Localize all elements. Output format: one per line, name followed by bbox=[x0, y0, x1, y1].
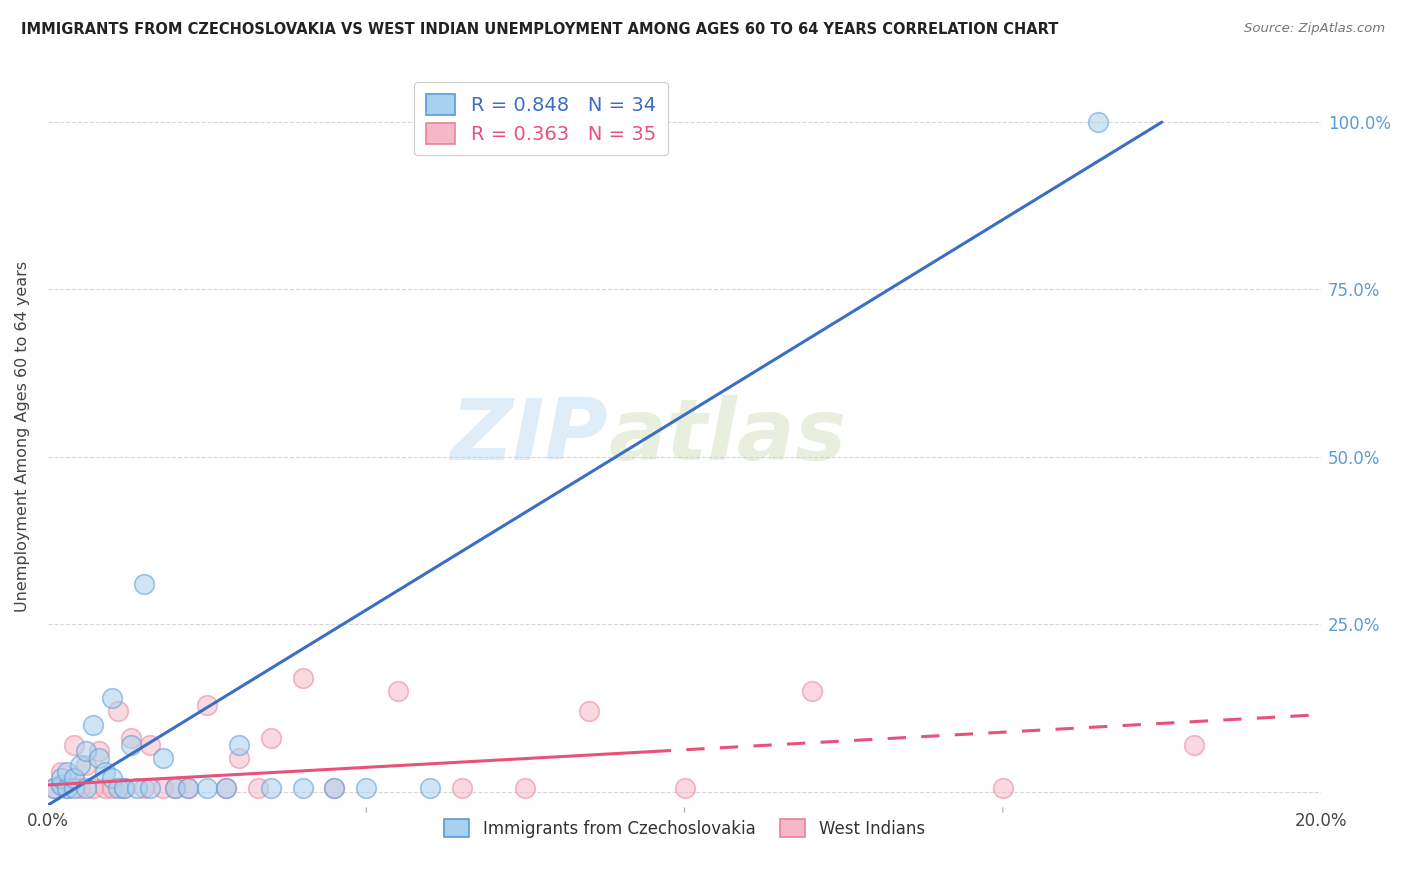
Point bbox=[87, 744, 110, 758]
Point bbox=[49, 764, 72, 779]
Point bbox=[291, 671, 314, 685]
Point bbox=[139, 738, 162, 752]
Text: Source: ZipAtlas.com: Source: ZipAtlas.com bbox=[1244, 22, 1385, 36]
Point bbox=[800, 684, 823, 698]
Point bbox=[177, 781, 200, 796]
Point bbox=[1087, 115, 1109, 129]
Text: ZIP: ZIP bbox=[450, 395, 609, 478]
Point bbox=[94, 764, 117, 779]
Point bbox=[450, 781, 472, 796]
Point bbox=[56, 781, 79, 796]
Point bbox=[132, 577, 155, 591]
Point bbox=[69, 757, 91, 772]
Point bbox=[228, 738, 250, 752]
Point bbox=[152, 751, 174, 765]
Point bbox=[62, 738, 84, 752]
Point bbox=[56, 764, 79, 779]
Legend: Immigrants from Czechoslovakia, West Indians: Immigrants from Czechoslovakia, West Ind… bbox=[437, 813, 932, 845]
Point bbox=[69, 781, 91, 796]
Point bbox=[44, 781, 66, 796]
Point bbox=[247, 781, 270, 796]
Point bbox=[100, 690, 122, 705]
Text: atlas: atlas bbox=[609, 395, 846, 478]
Point bbox=[215, 781, 238, 796]
Point bbox=[120, 738, 142, 752]
Point bbox=[641, 115, 664, 129]
Point bbox=[578, 704, 600, 718]
Point bbox=[673, 781, 696, 796]
Point bbox=[94, 781, 117, 796]
Point bbox=[100, 771, 122, 785]
Point bbox=[120, 731, 142, 745]
Point bbox=[291, 781, 314, 796]
Point bbox=[356, 781, 378, 796]
Point bbox=[165, 781, 187, 796]
Point bbox=[114, 781, 136, 796]
Point bbox=[49, 778, 72, 792]
Point bbox=[260, 781, 283, 796]
Point bbox=[323, 781, 346, 796]
Point bbox=[177, 781, 200, 796]
Point bbox=[165, 781, 187, 796]
Point bbox=[44, 781, 66, 796]
Point bbox=[62, 771, 84, 785]
Point bbox=[127, 781, 149, 796]
Point bbox=[195, 698, 218, 712]
Point bbox=[195, 781, 218, 796]
Point bbox=[49, 771, 72, 785]
Point bbox=[139, 781, 162, 796]
Y-axis label: Unemployment Among Ages 60 to 64 years: Unemployment Among Ages 60 to 64 years bbox=[15, 261, 30, 612]
Point bbox=[387, 684, 409, 698]
Point bbox=[107, 781, 129, 796]
Point bbox=[75, 757, 97, 772]
Point bbox=[62, 781, 84, 796]
Point bbox=[107, 704, 129, 718]
Point bbox=[56, 781, 79, 796]
Text: IMMIGRANTS FROM CZECHOSLOVAKIA VS WEST INDIAN UNEMPLOYMENT AMONG AGES 60 TO 64 Y: IMMIGRANTS FROM CZECHOSLOVAKIA VS WEST I… bbox=[21, 22, 1059, 37]
Point bbox=[75, 781, 97, 796]
Point bbox=[75, 744, 97, 758]
Point bbox=[260, 731, 283, 745]
Point bbox=[215, 781, 238, 796]
Point bbox=[132, 781, 155, 796]
Point bbox=[49, 778, 72, 792]
Point bbox=[87, 751, 110, 765]
Point bbox=[991, 781, 1014, 796]
Point bbox=[62, 771, 84, 785]
Point bbox=[1182, 738, 1205, 752]
Point bbox=[114, 781, 136, 796]
Point bbox=[515, 781, 537, 796]
Point bbox=[419, 781, 441, 796]
Point bbox=[82, 781, 104, 796]
Point bbox=[100, 781, 122, 796]
Point bbox=[228, 751, 250, 765]
Point bbox=[323, 781, 346, 796]
Point bbox=[152, 781, 174, 796]
Point bbox=[82, 717, 104, 731]
